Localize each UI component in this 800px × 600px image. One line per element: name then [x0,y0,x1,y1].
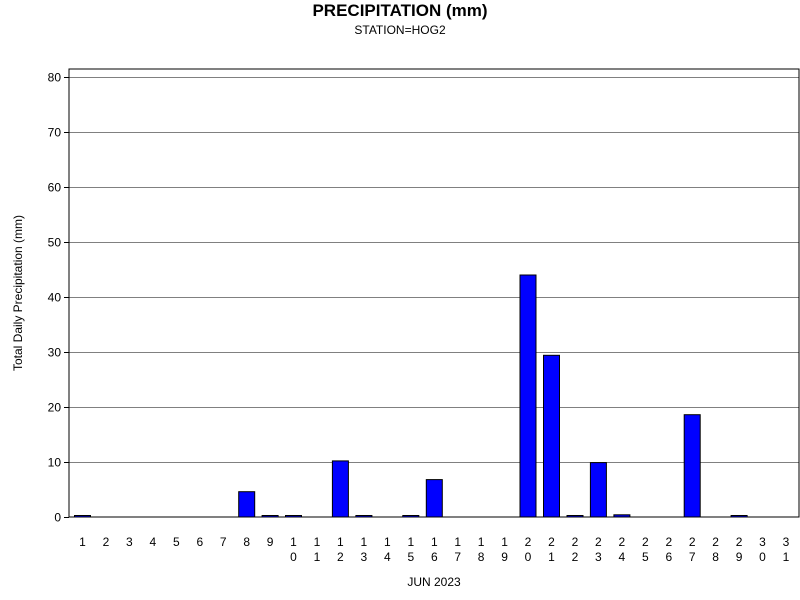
x-tick-label: 0 [525,550,532,564]
y-tick-label: 10 [48,456,62,470]
bars [74,274,748,518]
x-tick-label: 9 [267,535,274,549]
x-tick-label: 2 [712,535,719,549]
x-tick-label: 1 [548,550,555,564]
x-tick-label: 6 [196,535,203,549]
y-tick-label: 0 [54,511,61,525]
y-tick-label: 80 [48,71,62,85]
x-tick-label: 4 [619,550,626,564]
x-tick-label: 7 [454,550,461,564]
grid-lines [69,77,799,463]
x-tick-label: 6 [431,550,438,564]
x-tick-label: 1 [478,535,485,549]
x-tick-label: 1 [314,550,321,564]
bar-day-23 [589,462,607,518]
x-tick-label: 3 [783,535,790,549]
x-tick-label: 2 [103,535,110,549]
x-tick-label: 9 [736,550,743,564]
x-tick-label: 3 [361,550,368,564]
x-tick-label: 3 [126,535,133,549]
y-tick-label: 70 [48,126,62,140]
x-tick-label: 2 [548,535,555,549]
bar-day-21 [543,354,560,518]
x-tick-label: 5 [642,550,649,564]
x-tick-label: 1 [337,535,344,549]
y-tick-label: 20 [48,401,62,415]
x-tick-label: 4 [149,535,156,549]
x-tick-label: 1 [384,535,391,549]
x-tick-label: 8 [712,550,719,564]
x-tick-label: 7 [220,535,227,549]
bar-day-27 [683,414,701,518]
x-tick-label: 8 [243,535,250,549]
y-axis-label: Total Daily Precipitation (mm) [11,215,25,371]
x-tick-label: 2 [619,535,626,549]
x-tick-label: 1 [361,535,368,549]
x-tick-label: 2 [689,535,696,549]
bar-day-12 [331,460,349,518]
bar-day-8 [238,491,256,518]
plot-frame [68,68,800,518]
x-tick-label: 9 [501,550,508,564]
x-tick-label: 0 [290,550,297,564]
y-tick-label: 30 [48,346,62,360]
x-axis-ticks: 1 2 3 4 5 6 7 8 9 1011121314151617181920212223242… [79,535,790,564]
x-tick-label: 2 [337,550,344,564]
x-tick-label: 1 [431,535,438,549]
y-axis-ticks: 0 10 20 30 40 50 60 70 80 [48,71,69,525]
x-tick-label: 2 [665,535,672,549]
x-tick-label: 1 [407,535,414,549]
bar-day-16 [425,479,443,518]
x-tick-label: 5 [173,535,180,549]
x-tick-label: 1 [290,535,297,549]
x-tick-label: 8 [478,550,485,564]
x-tick-label: 3 [759,535,766,549]
chart-title: PRECIPITATION (mm) [312,1,488,20]
y-tick-label: 40 [48,291,62,305]
x-tick-label: 3 [595,550,602,564]
x-tick-label: 1 [501,535,508,549]
x-tick-label: 2 [595,535,602,549]
x-tick-label: 1 [783,550,790,564]
x-tick-label: 2 [572,535,579,549]
x-tick-label: 5 [407,550,414,564]
bar-day-20 [519,274,537,518]
x-tick-label: 1 [314,535,321,549]
x-tick-label: 2 [525,535,532,549]
x-tick-label: 2 [572,550,579,564]
chart-subtitle: STATION=HOG2 [354,23,446,37]
x-tick-label: 2 [736,535,743,549]
x-tick-label: 1 [454,535,461,549]
x-axis-label: JUN 2023 [407,575,461,589]
x-tick-label: 7 [689,550,696,564]
x-tick-label: 6 [665,550,672,564]
x-tick-label: 4 [384,550,391,564]
y-tick-label: 50 [48,236,62,250]
x-tick-label: 0 [759,550,766,564]
x-tick-label: 2 [642,535,649,549]
y-tick-label: 60 [48,181,62,195]
x-tick-label: 1 [79,535,86,549]
